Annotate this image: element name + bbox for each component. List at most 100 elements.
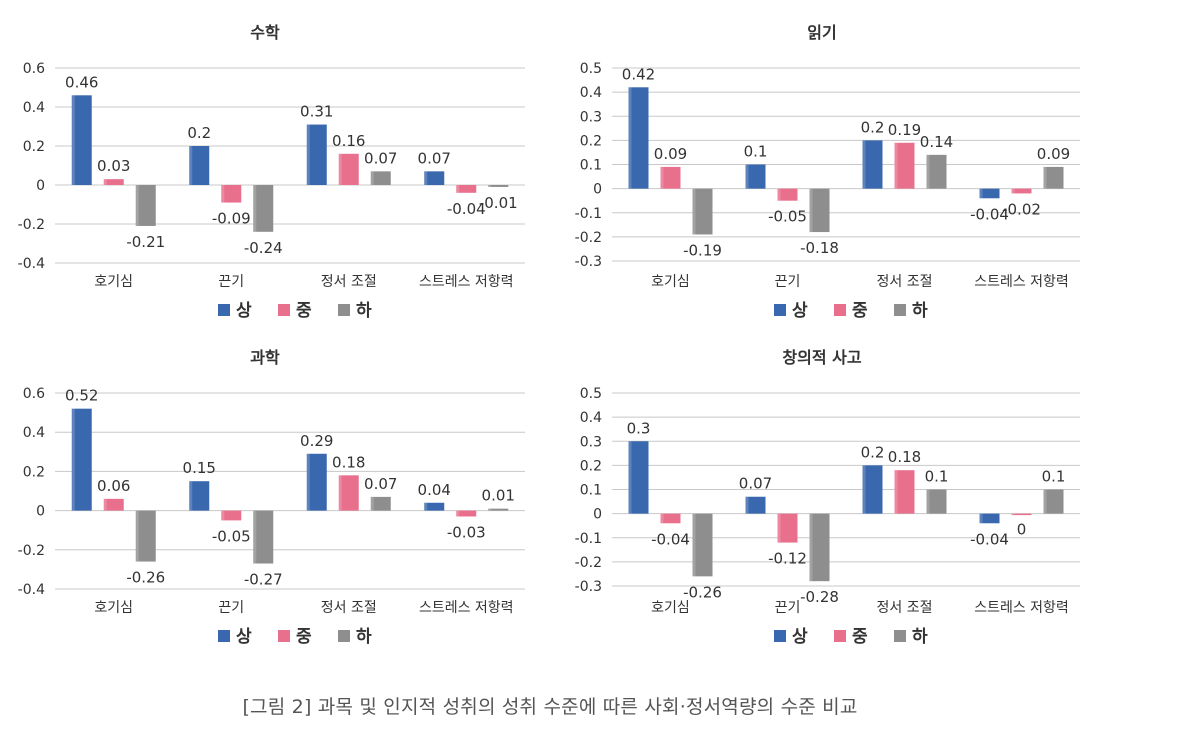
legend-swatch (338, 304, 350, 316)
bar (338, 475, 359, 511)
bar-bevel (926, 154, 930, 189)
y-tick-label: 0 (36, 178, 45, 194)
bar-bevel (221, 510, 225, 521)
y-tick-label: 0 (593, 507, 602, 523)
y-tick-label: 0.3 (580, 434, 602, 450)
legend-label: 하 (912, 301, 928, 321)
bar (926, 154, 947, 189)
data-label: 0.15 (183, 459, 216, 477)
legend-swatch (278, 304, 290, 316)
bar-bevel (221, 185, 225, 203)
data-label: -0.21 (126, 233, 165, 251)
data-label: 0.52 (65, 387, 98, 405)
y-tick-label: 0.6 (23, 386, 45, 402)
bar (745, 164, 766, 189)
legend-label: 상 (792, 301, 808, 321)
data-label: -0.04 (651, 530, 690, 548)
bar (71, 408, 92, 511)
bar-bevel (660, 166, 664, 189)
bar-bevel (894, 470, 898, 514)
bar-bevel (809, 513, 813, 582)
bar (628, 441, 649, 514)
y-tick-label: 0.4 (580, 85, 602, 101)
bar-bevel (777, 513, 781, 543)
bar-bevel (189, 481, 193, 511)
bar (456, 510, 477, 517)
bar (424, 171, 445, 185)
legend-label: 상 (236, 301, 252, 321)
bar-bevel (745, 164, 749, 189)
category-label: 호기심 (651, 600, 690, 616)
data-label: 0.04 (418, 481, 451, 499)
bar-bevel (979, 188, 983, 199)
data-label: 0 (1017, 521, 1027, 539)
y-tick-label: -0.3 (575, 579, 602, 595)
data-label: 0.1 (925, 468, 949, 486)
bar (103, 498, 124, 511)
data-label: 0.29 (300, 432, 333, 450)
data-label: -0.12 (768, 550, 807, 568)
data-label: 0.42 (622, 65, 655, 83)
bar-bevel (370, 171, 374, 185)
bar (628, 87, 649, 189)
legend-swatch (894, 304, 906, 316)
bar-bevel (692, 513, 696, 577)
bar-bevel (745, 496, 749, 514)
data-label: -0.04 (447, 200, 486, 218)
bar (189, 146, 210, 185)
category-label: 끈기 (775, 274, 801, 290)
bar-bevel (103, 179, 107, 185)
y-tick-label: 0.5 (580, 386, 602, 402)
y-tick-label: -0.2 (575, 230, 602, 246)
y-tick-label: 0.3 (580, 109, 602, 125)
bar-bevel (926, 489, 930, 514)
bar (692, 513, 713, 577)
category-label: 정서 조절 (321, 274, 377, 290)
bar (926, 489, 947, 514)
bar-bevel (306, 453, 310, 511)
bar (777, 188, 798, 201)
bar (338, 153, 359, 185)
data-label: 0.18 (888, 448, 921, 466)
bar-bevel (338, 153, 342, 185)
category-label: 호기심 (651, 274, 690, 290)
chart-title: 창의적 사고 (782, 348, 861, 367)
y-tick-label: 0 (593, 182, 602, 198)
y-tick-label: 0.2 (580, 458, 602, 474)
bar-bevel (777, 188, 781, 201)
bar (221, 510, 242, 521)
category-label: 스트레스 저항력 (419, 600, 514, 616)
bar (370, 171, 391, 185)
category-label: 끈기 (218, 274, 244, 290)
y-tick-label: 0.1 (580, 158, 602, 174)
data-label: 0.2 (861, 443, 885, 461)
data-label: -0.04 (970, 530, 1009, 548)
bar (777, 513, 798, 543)
data-label: -0.03 (447, 523, 486, 541)
bar (306, 453, 327, 511)
y-tick-label: -0.2 (18, 217, 45, 233)
bar (71, 95, 92, 185)
bar-bevel (979, 513, 983, 524)
bar-bevel (370, 496, 374, 511)
legend-swatch (894, 630, 906, 642)
y-tick-label: 0.6 (23, 61, 45, 77)
data-label: -0.28 (800, 588, 839, 606)
bar (660, 166, 681, 189)
data-label: -0.24 (244, 239, 283, 257)
data-label: -0.01 (479, 194, 518, 212)
bar (488, 185, 509, 187)
bar-bevel (103, 498, 107, 511)
bar (103, 179, 124, 185)
y-tick-label: -0.1 (575, 206, 602, 222)
legend-label: 하 (356, 627, 372, 647)
data-label: 0.07 (364, 149, 397, 167)
bar (809, 513, 830, 582)
data-label: 0.06 (97, 477, 130, 495)
legend-label: 중 (296, 627, 312, 647)
bar (1043, 166, 1064, 189)
bar-bevel (306, 124, 310, 185)
bar-bevel (660, 513, 664, 524)
data-label: 0.07 (364, 475, 397, 493)
bar-bevel (189, 146, 193, 185)
